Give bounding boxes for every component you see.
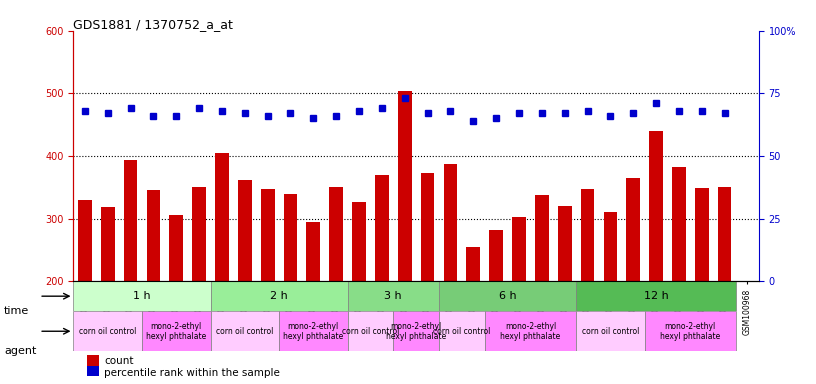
Bar <box>307 222 320 281</box>
Bar <box>193 187 206 281</box>
Bar <box>485 311 576 351</box>
Bar <box>576 311 645 351</box>
Bar <box>558 206 571 281</box>
Bar <box>73 311 142 351</box>
Bar <box>279 311 348 351</box>
Text: corn oil control: corn oil control <box>216 327 273 336</box>
Text: corn oil control: corn oil control <box>433 327 490 336</box>
Bar <box>467 247 480 281</box>
Bar <box>421 173 434 281</box>
Bar <box>78 200 91 281</box>
Bar <box>170 215 183 281</box>
Bar <box>581 189 594 281</box>
Bar <box>672 167 685 281</box>
Text: 3 h: 3 h <box>384 291 402 301</box>
Bar <box>73 281 211 311</box>
Text: 1 h: 1 h <box>133 291 151 301</box>
Bar <box>211 281 348 311</box>
Bar <box>650 131 663 281</box>
Bar <box>87 366 100 377</box>
Text: mono-2-ethyl
hexyl phthalate: mono-2-ethyl hexyl phthalate <box>283 321 344 341</box>
Bar <box>215 153 228 281</box>
Bar <box>627 178 640 281</box>
Bar <box>142 311 211 351</box>
Bar <box>439 281 576 311</box>
Bar <box>604 212 617 281</box>
Text: mono-2-ethyl
hexyl phthalate: mono-2-ethyl hexyl phthalate <box>500 321 561 341</box>
Text: corn oil control: corn oil control <box>342 327 399 336</box>
Text: GDS1881 / 1370752_a_at: GDS1881 / 1370752_a_at <box>73 18 233 31</box>
Text: time: time <box>4 306 29 316</box>
Text: agent: agent <box>4 346 37 356</box>
Bar <box>375 175 388 281</box>
Text: mono-2-ethyl
hexyl phthalate: mono-2-ethyl hexyl phthalate <box>146 321 206 341</box>
Text: corn oil control: corn oil control <box>79 327 136 336</box>
Bar <box>87 355 100 366</box>
Bar <box>695 189 708 281</box>
Bar <box>330 187 343 281</box>
Bar <box>718 187 731 281</box>
Text: corn oil control: corn oil control <box>582 327 639 336</box>
Bar <box>393 311 439 351</box>
Text: 12 h: 12 h <box>644 291 668 301</box>
Bar <box>576 281 736 311</box>
Text: mono-2-ethyl
hexyl phthalate: mono-2-ethyl hexyl phthalate <box>386 321 446 341</box>
Bar <box>124 161 137 281</box>
Text: percentile rank within the sample: percentile rank within the sample <box>104 367 280 377</box>
Bar <box>147 190 160 281</box>
Text: 6 h: 6 h <box>499 291 517 301</box>
Bar <box>444 164 457 281</box>
Bar <box>512 217 526 281</box>
Bar <box>284 194 297 281</box>
Bar <box>535 195 548 281</box>
Text: mono-2-ethyl
hexyl phthalate: mono-2-ethyl hexyl phthalate <box>660 321 721 341</box>
Bar <box>398 91 411 281</box>
Bar <box>238 180 251 281</box>
Bar <box>353 202 366 281</box>
Bar <box>211 311 279 351</box>
Bar <box>261 189 274 281</box>
Bar <box>348 281 439 311</box>
Text: count: count <box>104 356 134 366</box>
Bar <box>645 311 736 351</box>
Bar <box>490 230 503 281</box>
Bar <box>101 207 114 281</box>
Bar <box>348 311 393 351</box>
Text: 2 h: 2 h <box>270 291 288 301</box>
Bar <box>439 311 485 351</box>
